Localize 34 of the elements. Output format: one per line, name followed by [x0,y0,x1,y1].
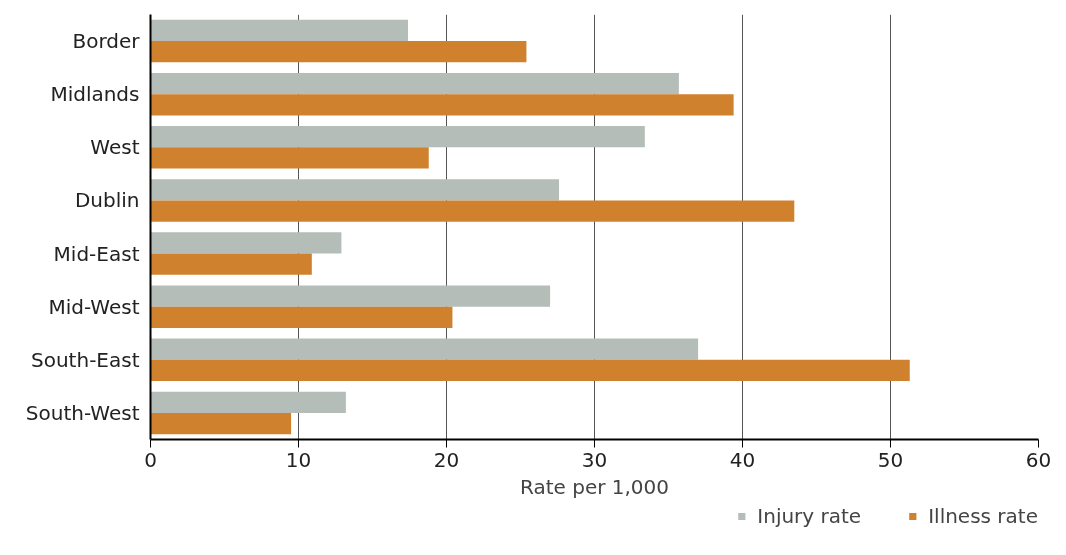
y-tick-label: Midlands [50,82,140,107]
bar [150,338,699,360]
bar [150,126,645,148]
y-tick-label: Dublin [74,188,140,213]
bar [150,232,342,254]
bar [150,41,527,63]
x-tick-label: 30 [581,447,608,472]
y-tick-label: Mid-East [53,241,140,266]
bar [150,147,429,169]
x-tick-label: 10 [285,447,312,472]
y-tick-label: Border [72,29,141,54]
x-tick-label: 60 [1025,447,1052,472]
y-tick-label: South-West [25,400,140,425]
y-tick-label: Mid-West [48,294,140,319]
bar [150,412,292,435]
x-axis-title: Rate per 1,000 [519,474,670,499]
x-tick-label: 40 [729,447,756,472]
bar [150,179,559,201]
x-tick-label: 50 [877,447,904,472]
bar [150,200,795,222]
legend-label: Illness rate [928,504,1038,528]
y-tick-label: West [90,135,140,160]
y-tick-label: South-East [31,347,140,372]
x-tick-label: 20 [433,447,460,472]
bar [150,359,910,382]
bar [150,253,312,275]
bar [150,391,346,413]
bar [150,306,453,328]
bar [150,72,679,95]
bar [150,94,734,116]
bar [150,285,551,307]
x-tick-label: 0 [144,447,157,472]
bar [150,19,409,42]
legend-label: Injury rate [757,504,862,528]
